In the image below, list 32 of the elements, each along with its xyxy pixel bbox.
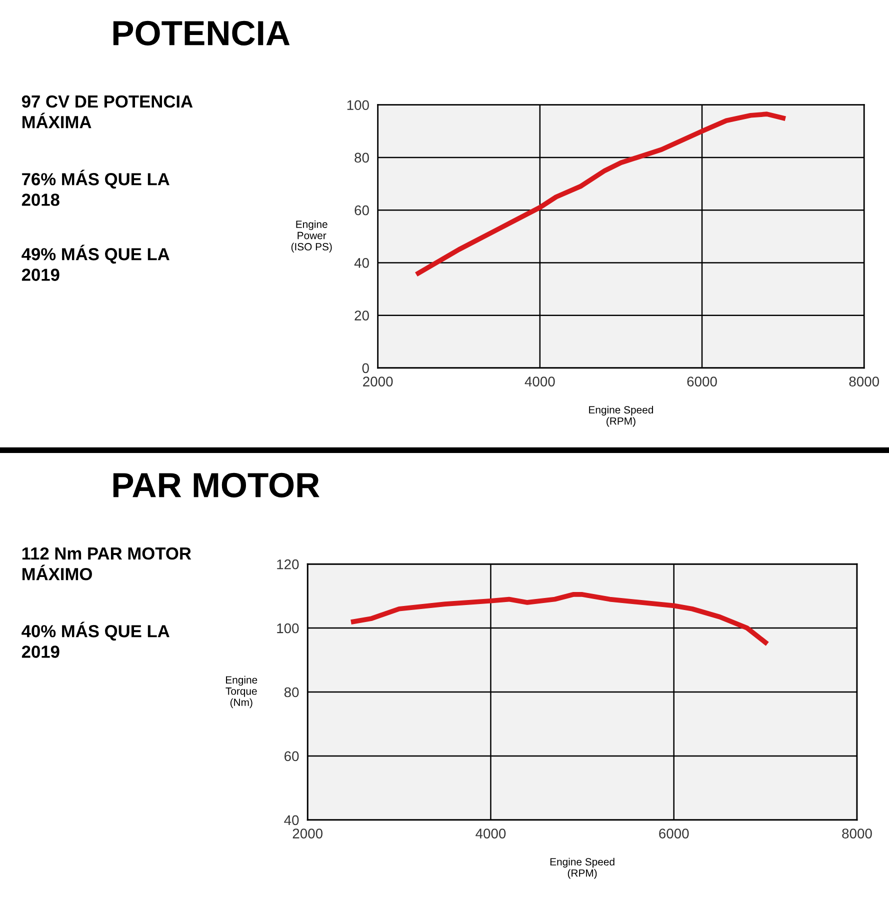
y-tick-label: 0: [362, 363, 369, 374]
x-tick-label: 6000: [687, 376, 717, 386]
x-tick-label: 2000: [292, 828, 322, 838]
text: 112 Nm PAR MOTOR MÁXIMO: [22, 547, 192, 580]
y-axis-title: Engine Torque (Nm): [226, 676, 258, 708]
chart-title: POTENCIA: [113, 20, 290, 46]
y-tick-label: 40: [284, 815, 299, 826]
chart-title: PAR MOTOR: [113, 472, 320, 498]
y-tick-label: 80: [354, 152, 369, 163]
x-tick-label: 8000: [842, 828, 872, 838]
x-axis-title: Engine Speed (RPM): [589, 406, 654, 427]
y-tick-label: 20: [354, 310, 369, 320]
text: 40% MÁS QUE LA 2019: [22, 622, 170, 658]
x-tick-label: 4000: [524, 376, 555, 386]
x-axis-title: Engine Speed (RPM): [550, 858, 614, 879]
y-tick-label: 60: [354, 205, 369, 216]
x-tick-label: 2000: [363, 376, 393, 386]
y-tick-label: 100: [277, 623, 299, 634]
text: 49% MÁS QUE LA 2019: [22, 244, 170, 281]
x-tick-label: 8000: [849, 376, 880, 386]
text: 97 CV DE POTENCIA MÁXIMA: [22, 95, 193, 128]
y-tick-label: 120: [277, 559, 299, 570]
y-tick-label: 80: [284, 687, 299, 698]
line-series: [416, 112, 786, 276]
y-axis-title: Engine Power (ISO PS): [291, 220, 332, 252]
y-tick-label: 100: [347, 100, 369, 110]
line-series: [350, 592, 768, 645]
x-tick-label: 4000: [476, 828, 506, 838]
y-tick-label: 40: [354, 258, 369, 268]
y-tick-label: 60: [284, 751, 299, 762]
x-tick-label: 6000: [659, 828, 689, 838]
text: 76% MÁS QUE LA 2018: [22, 170, 170, 206]
